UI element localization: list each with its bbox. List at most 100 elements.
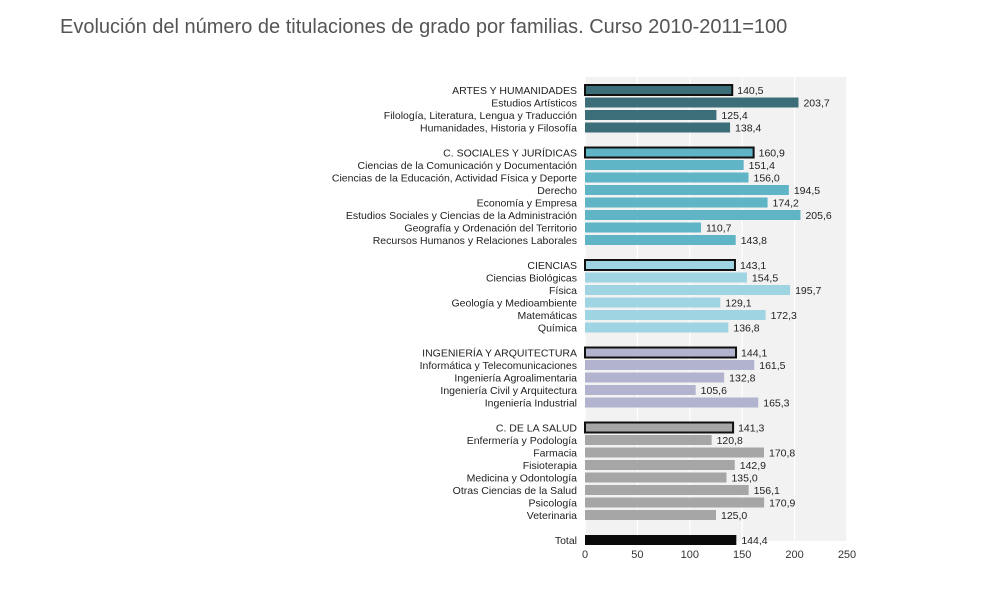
- bar: [585, 122, 731, 133]
- category-label: Física: [549, 285, 577, 297]
- data-label: 136,8: [733, 323, 759, 335]
- bar: [585, 172, 749, 183]
- data-label: 129,1: [725, 298, 751, 310]
- x-tick-label: 0: [582, 549, 588, 561]
- category-label: Ingeniería Agroalimentaria: [454, 373, 577, 385]
- bar: [585, 397, 759, 408]
- category-label: Informática y Telecomunicaciones: [420, 360, 577, 372]
- group-bar: [584, 421, 735, 434]
- data-label: 144,1: [741, 348, 767, 360]
- bar: [585, 222, 702, 233]
- bar: [585, 372, 725, 383]
- bar: [585, 535, 737, 545]
- data-label: 143,1: [740, 260, 766, 272]
- data-label: 156,0: [753, 173, 779, 185]
- data-label: 165,3: [763, 398, 789, 410]
- data-label: 125,0: [721, 510, 747, 522]
- bar: [585, 360, 755, 370]
- x-tick-label: 50: [631, 549, 643, 561]
- bar: [585, 185, 789, 195]
- category-label: Ingeniería Civil y Arquitectura: [440, 385, 577, 397]
- group-label: ARTES Y HUMANIDADES: [452, 85, 577, 97]
- data-label: 151,4: [749, 160, 775, 172]
- x-tick-label: 250: [838, 549, 856, 561]
- data-label: 161,5: [759, 360, 785, 372]
- category-label: Total: [555, 535, 577, 547]
- category-label: Geología y Medioambiente: [452, 298, 578, 310]
- bar: [585, 272, 747, 283]
- category-label: Ciencias de la Comunicación y Documentac…: [358, 160, 578, 172]
- group-bar: [584, 146, 755, 159]
- category-label: Medicina y Odontología: [467, 473, 577, 485]
- bar: [585, 435, 712, 445]
- data-label: 170,8: [769, 448, 795, 460]
- bar: [585, 460, 735, 470]
- category-label: Farmacia: [533, 448, 577, 460]
- category-label: Enfermería y Podología: [467, 435, 577, 447]
- category-label: Ingeniería Industrial: [485, 398, 577, 410]
- data-label: 135,0: [731, 473, 757, 485]
- bar: [585, 322, 729, 333]
- data-label: 141,3: [738, 423, 764, 435]
- data-label: 194,5: [794, 185, 820, 197]
- bar: [585, 447, 764, 458]
- chart-title: Evolución del número de titulaciones de …: [60, 16, 788, 38]
- data-label: 143,8: [741, 235, 767, 247]
- category-label: Estudios Sociales y Ciencias de la Admin…: [346, 210, 577, 222]
- data-label: 170,9: [769, 498, 795, 510]
- data-label: 195,7: [795, 285, 821, 297]
- category-label: Veterinaria: [527, 510, 577, 522]
- category-label: Matemáticas: [517, 310, 577, 322]
- data-label: 174,2: [773, 198, 799, 210]
- data-label: 144,4: [741, 535, 767, 547]
- category-label: Economía y Empresa: [477, 198, 578, 210]
- category-label: Geografía y Ordenación del Territorio: [404, 223, 577, 235]
- group-bar: [584, 84, 734, 96]
- x-tick-label: 200: [785, 549, 803, 561]
- category-label: Fisioterapia: [523, 460, 577, 472]
- category-label: Recursos Humanos y Relaciones Laborales: [373, 235, 577, 247]
- bar: [585, 160, 744, 170]
- data-label: 110,7: [706, 223, 732, 235]
- bar: [585, 235, 736, 245]
- bar: [585, 210, 801, 220]
- group-label: CIENCIAS: [527, 260, 577, 272]
- bar: [585, 110, 717, 120]
- data-label: 156,1: [754, 485, 780, 497]
- bar: [585, 485, 749, 495]
- bar: [585, 285, 791, 295]
- bar: [585, 385, 696, 395]
- group-bar: [584, 259, 736, 271]
- group-label: INGENIERÍA Y ARQUITECTURA: [422, 347, 577, 360]
- group-label: C. DE LA SALUD: [496, 423, 578, 435]
- bar: [585, 310, 766, 320]
- x-tick-label: 150: [733, 549, 751, 561]
- category-label: Química: [538, 323, 577, 335]
- data-label: 154,5: [752, 273, 778, 285]
- category-label: Derecho: [537, 185, 577, 197]
- bar: [585, 472, 727, 483]
- bar: [585, 97, 799, 108]
- category-label: Filología, Literatura, Lengua y Traducci…: [384, 110, 577, 122]
- bar: [585, 510, 716, 520]
- data-label: 120,8: [717, 435, 743, 447]
- data-label: 160,9: [759, 148, 785, 160]
- category-label: Ciencias Biológicas: [486, 273, 577, 285]
- bar: [585, 197, 768, 208]
- category-label: Psicología: [529, 498, 578, 510]
- category-label: Otras Ciencias de la Salud: [453, 485, 577, 497]
- data-label: 203,7: [803, 98, 829, 110]
- data-label: 172,3: [771, 310, 797, 322]
- data-label: 105,6: [701, 385, 727, 397]
- group-label: C. SOCIALES Y JURÍDICAS: [443, 147, 577, 160]
- category-label: Estudios Artísticos: [491, 98, 577, 110]
- category-label: Humanidades, Historia y Filosofía: [420, 123, 577, 135]
- bar: [585, 297, 721, 308]
- group-bar: [584, 346, 738, 359]
- data-label: 205,6: [805, 210, 831, 222]
- bar: [585, 497, 765, 508]
- data-label: 140,5: [737, 85, 763, 97]
- data-label: 142,9: [740, 460, 766, 472]
- data-label: 132,8: [729, 373, 755, 385]
